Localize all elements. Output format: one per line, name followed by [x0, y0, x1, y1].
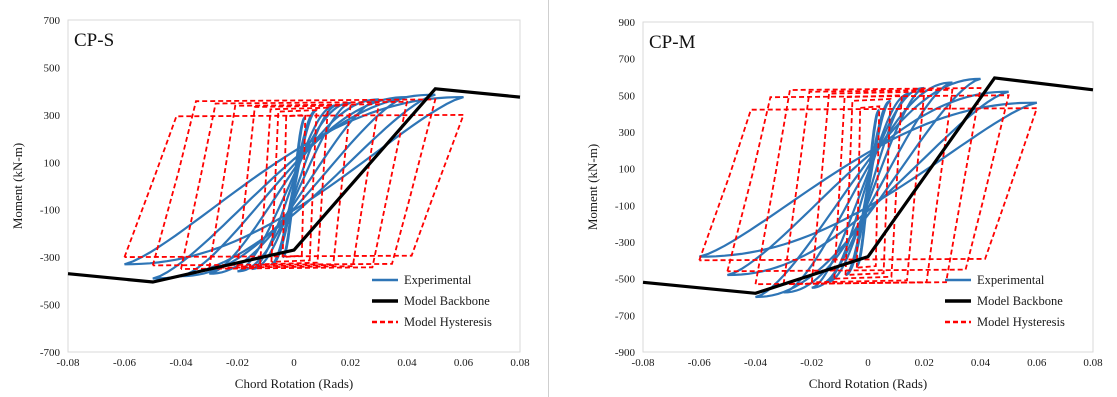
- x-tick-label: 0.08: [1083, 357, 1103, 369]
- legend-label: Experimental: [404, 273, 472, 287]
- specimen-label: CP-S: [74, 30, 114, 51]
- chart-cp-m: 900 700 500 300 100 -100 -300 -500 -700 -900-0.08…: [585, 17, 1103, 391]
- x-tick-label: -0.08: [57, 357, 80, 369]
- y-tick-label: -900: [615, 347, 636, 359]
- x-tick-label: 0.08: [510, 357, 530, 369]
- x-tick-label: 0.02: [341, 357, 360, 369]
- y-tick-label: -100: [40, 205, 61, 217]
- model-hysteresis-cycle: [259, 106, 329, 266]
- experimental-cycle: [727, 90, 1009, 277]
- y-tick-label: -700: [615, 310, 636, 322]
- model-hysteresis-cycle: [236, 104, 352, 268]
- model-hysteresis-cycle: [208, 103, 380, 269]
- chart-panel-cp-s: 700 500 300 100 -100 -300 -500 -700 -0.08 -0.06 -0…: [0, 0, 542, 397]
- specimen-label: CP-M: [649, 32, 696, 53]
- x-tick-label: 0.06: [1027, 357, 1047, 369]
- x-tick-label: -0.04: [170, 357, 193, 369]
- model-hysteresis-cycle: [833, 94, 903, 280]
- y-tick-label: -300: [615, 237, 636, 249]
- model-hysteresis-cycle: [855, 105, 881, 269]
- y-tick-label: -700: [40, 347, 61, 359]
- model-hysteresis-cycle: [270, 109, 318, 263]
- y-tick-label: 900: [619, 17, 636, 29]
- x-tick-label: 0: [865, 357, 871, 369]
- plot-area: [67, 19, 521, 353]
- y-tick-label: 300: [44, 110, 61, 122]
- y-tick-label: -500: [615, 274, 636, 286]
- experimental-cycle: [698, 101, 1038, 258]
- x-tick-label: -0.06: [113, 357, 136, 369]
- y-tick-label: 300: [619, 127, 636, 139]
- y-tick-label: -100: [615, 200, 636, 212]
- model-hysteresis-cycle: [180, 100, 409, 270]
- x-tick-label: -0.06: [688, 357, 711, 369]
- x-axis-title: Chord Rotation (Rads): [235, 376, 353, 391]
- model-hysteresis-cycle: [698, 107, 1039, 262]
- experimental-cycle: [237, 101, 351, 273]
- x-tick-label: -0.02: [800, 357, 823, 369]
- legend-label: Experimental: [977, 273, 1045, 287]
- model-hysteresis-cycle: [754, 87, 982, 286]
- x-tick-label: 0.06: [454, 357, 474, 369]
- model-hysteresis-cycle: [844, 98, 892, 276]
- legend: Experimental Model Backbone Model Hysteres…: [945, 273, 1065, 329]
- y-tick-label: 700: [619, 54, 636, 66]
- model-hysteresis-cycle: [151, 98, 437, 267]
- y-tick-label: 500: [44, 62, 61, 74]
- experimental-cycle: [783, 81, 953, 294]
- chart-cp-s: 700 500 300 100 -100 -300 -500 -700-0.08 -0.06 -0…: [10, 15, 530, 391]
- experimental-cycle: [755, 77, 981, 299]
- legend-label: Model Backbone: [977, 294, 1063, 308]
- x-tick-label: 0.04: [397, 357, 417, 369]
- model-hysteresis-cycle: [726, 94, 1010, 273]
- panel-divider: [548, 0, 549, 397]
- y-tick-label: 500: [619, 90, 636, 102]
- experimental-cycle: [856, 108, 880, 267]
- x-tick-label: 0: [291, 357, 297, 369]
- chart-panel-cp-m: 900 700 500 300 100 -100 -300 -500 -700 -900 -0.08…: [575, 0, 1117, 397]
- legend-label: Model Hysteresis: [404, 315, 492, 329]
- y-tick-label: -300: [40, 252, 61, 264]
- y-tick-label: 100: [619, 164, 636, 176]
- x-tick-label: 0.02: [915, 357, 934, 369]
- x-tick-label: -0.02: [226, 357, 249, 369]
- legend: Experimental Model Backbone Model Hysteres…: [372, 273, 492, 329]
- legend-label: Model Backbone: [404, 294, 490, 308]
- plot-area: [642, 21, 1094, 353]
- model-backbone-line: [642, 76, 1094, 295]
- experimental-cycle: [152, 93, 436, 280]
- x-tick-label: -0.08: [632, 357, 655, 369]
- series-group: [123, 93, 465, 280]
- x-axis-title: Chord Rotation (Rads): [809, 376, 927, 391]
- y-tick-label: -500: [40, 300, 61, 312]
- x-tick-label: -0.04: [744, 357, 767, 369]
- experimental-cycle: [124, 96, 464, 266]
- legend-label: Model Hysteresis: [977, 315, 1065, 329]
- y-tick-label: 100: [44, 157, 61, 169]
- y-axis-title: Moment (kN-m): [10, 143, 25, 229]
- x-tick-label: 0.04: [971, 357, 991, 369]
- model-hysteresis-cycle: [123, 113, 465, 258]
- y-axis-title: Moment (kN-m): [585, 144, 600, 230]
- model-backbone-line: [67, 87, 521, 284]
- series-group: [698, 77, 1039, 299]
- model-hysteresis-cycle: [810, 90, 926, 284]
- y-tick-label: 700: [44, 15, 61, 27]
